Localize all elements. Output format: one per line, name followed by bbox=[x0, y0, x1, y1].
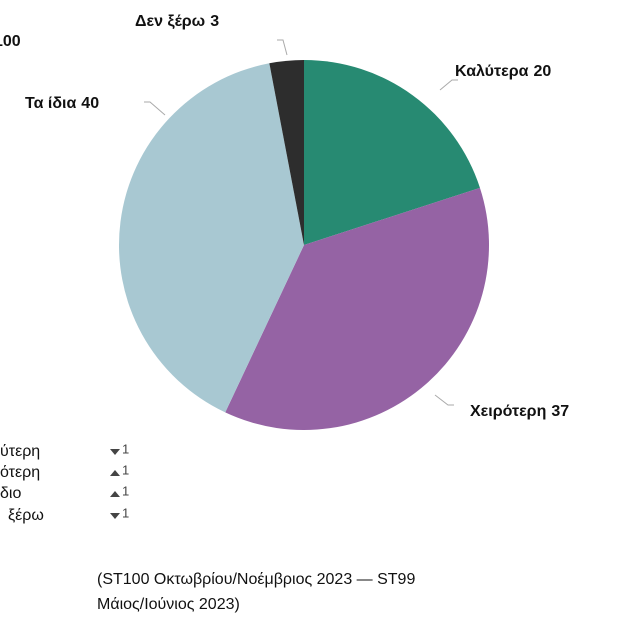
pie-slice bbox=[304, 60, 480, 245]
leader-line bbox=[277, 39, 288, 56]
slice-label-name: Τα ίδια bbox=[25, 95, 76, 112]
slice-label-value: 37 bbox=[551, 403, 569, 420]
change-arrow bbox=[110, 470, 120, 476]
note-line: Μάιος/Ιούνιος 2023) bbox=[97, 596, 240, 613]
leader-line bbox=[439, 79, 458, 91]
pie-slice bbox=[225, 187, 490, 431]
note-line: (ST100 Οκτωβρίου/Νοέμβριος 2023 — ST99 bbox=[97, 571, 415, 588]
pie-slice bbox=[269, 60, 304, 245]
legend-label: ότερη bbox=[0, 464, 40, 481]
slice-label: Καλύτερα 20 bbox=[455, 63, 551, 80]
slice-label: Δεν ξέρω 3 bbox=[135, 13, 219, 30]
legend-label: διο bbox=[0, 485, 21, 502]
leader-line bbox=[434, 394, 454, 406]
slice-label: Χειρότερη 37 bbox=[470, 403, 569, 420]
change-value: 1 bbox=[122, 441, 129, 456]
change-arrow bbox=[110, 449, 120, 455]
slice-label: Τα ίδια 40 bbox=[25, 95, 99, 112]
legend-label: ύτερη bbox=[0, 443, 40, 460]
change-value: 1 bbox=[122, 505, 129, 520]
change-value: 1 bbox=[122, 462, 129, 477]
slice-label-name: Χειρότερη bbox=[470, 403, 546, 420]
leader-line bbox=[144, 101, 166, 116]
change-arrow bbox=[110, 513, 120, 519]
slice-label-value: 40 bbox=[81, 95, 99, 112]
pie-slice bbox=[118, 63, 304, 413]
chart-title: 100 bbox=[0, 33, 21, 50]
change-arrow bbox=[110, 491, 120, 497]
change-value: 1 bbox=[122, 483, 129, 498]
legend-label: ξέρω bbox=[8, 507, 44, 524]
slice-label-value: 20 bbox=[533, 63, 551, 80]
slice-label-value: 3 bbox=[210, 13, 219, 30]
slice-label-name: Καλύτερα bbox=[455, 63, 529, 80]
slice-label-name: Δεν ξέρω bbox=[135, 13, 205, 30]
